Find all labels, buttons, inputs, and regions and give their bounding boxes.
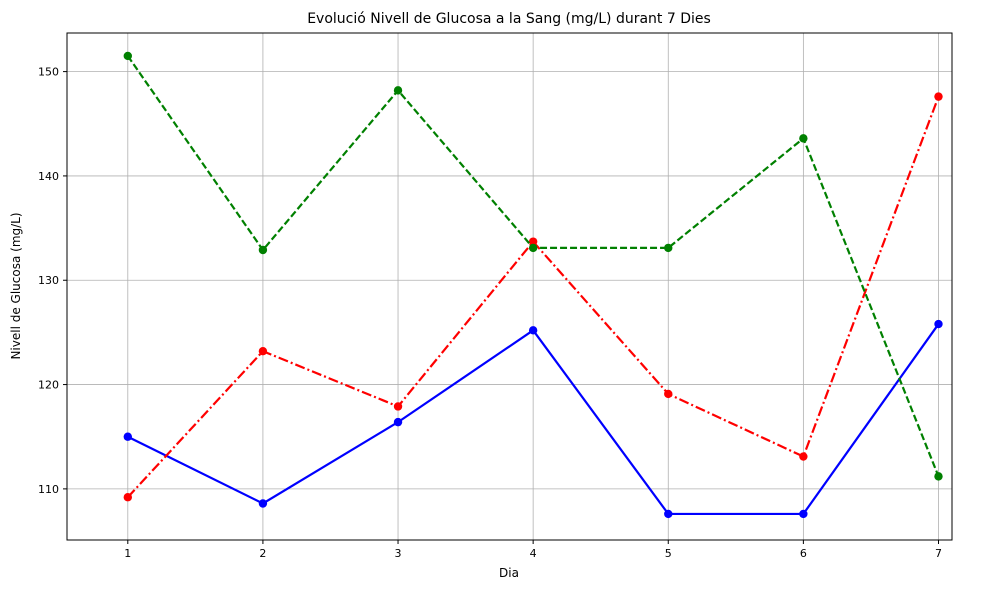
series-group: [123, 51, 943, 519]
grid: [67, 33, 952, 540]
x-tick-label: 4: [530, 547, 537, 560]
x-axis-label: Dia: [499, 566, 519, 580]
data-point: [934, 319, 943, 329]
chart-title: Evolució Nivell de Glucosa a la Sang (mg…: [307, 11, 711, 27]
data-point: [799, 134, 808, 143]
data-point: [528, 237, 538, 246]
y-tick-label: 110: [38, 483, 59, 496]
data-point: [934, 472, 943, 481]
x-tick-label: 2: [259, 547, 266, 560]
y-tick-label: 130: [38, 274, 59, 287]
data-point: [799, 452, 808, 461]
y-tick-label: 140: [38, 170, 59, 183]
data-point: [934, 92, 943, 101]
data-point: [393, 417, 403, 427]
y-axis-label: Nivell de Glucosa (mg/L): [9, 212, 23, 359]
data-point: [528, 243, 538, 253]
y-tick-label: 150: [38, 66, 59, 79]
x-tick-label: 6: [800, 547, 807, 560]
data-point: [664, 509, 673, 519]
x-tick-label: 1: [124, 547, 131, 560]
plot-frame: [66, 32, 953, 541]
data-point: [258, 346, 268, 356]
data-point: [123, 432, 133, 441]
data-point: [393, 86, 403, 95]
y-tick-label: 120: [38, 379, 59, 392]
data-point: [258, 245, 268, 255]
data-point: [393, 402, 403, 411]
data-point: [799, 509, 808, 519]
data-point: [528, 326, 538, 335]
data-point: [123, 51, 133, 61]
x-tick-label: 5: [665, 547, 672, 560]
data-point: [258, 499, 268, 508]
x-tick-label: 3: [395, 547, 402, 560]
data-point: [123, 493, 133, 502]
ticks: 1 2 3 4 5 6 7 110 120 130 140 150: [38, 66, 942, 560]
x-tick-label: 7: [935, 547, 942, 560]
data-point: [664, 389, 673, 399]
data-point: [664, 243, 673, 253]
